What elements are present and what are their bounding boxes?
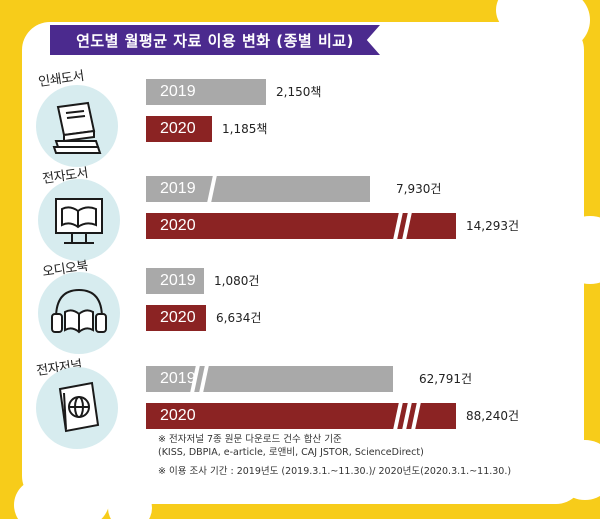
footnotes: ※ 전자저널 7종 원문 다운로드 건수 합산 기준 (KISS, DBPIA,… <box>158 433 511 478</box>
bar-value-label: 1,185책 <box>222 122 268 136</box>
bar-year-label: 2020 <box>160 120 196 137</box>
bar-value-label: 14,293건 <box>466 219 520 233</box>
bar-year-label: 2019 <box>160 272 196 289</box>
bar-year-label: 2020 <box>160 217 196 234</box>
bar-value-label: 6,634건 <box>216 311 262 325</box>
journal-globe-icon <box>58 381 100 433</box>
bar-value-label: 1,080건 <box>214 274 260 288</box>
chart-title: 연도별 월평균 자료 이용 변화 (종별 비교) <box>50 25 380 55</box>
footnote-survey-period: ※ 이용 조사 기간 : 2019년도 (2019.3.1.~11.30.)/ … <box>158 466 512 477</box>
bar-value-label: 7,930건 <box>396 182 442 196</box>
bar-year-label: 2020 <box>160 407 196 424</box>
bar-print-books-2020 <box>146 116 212 142</box>
headphones-book-icon <box>51 288 107 334</box>
audiobooks-icon-circle <box>38 272 120 354</box>
print-books-icon-circle <box>36 85 118 167</box>
bar-ejournals-2019 <box>146 366 393 392</box>
footnote-ejournal-basis: ※ 전자저널 7종 원문 다운로드 건수 합산 기준 <box>158 434 342 445</box>
bar-audiobooks-2019 <box>146 268 204 294</box>
bar-value-label: 88,240건 <box>466 409 520 423</box>
bar-year-label: 2019 <box>160 180 196 197</box>
bar-year-label: 2019 <box>160 83 196 100</box>
bar-year-label: 2019 <box>160 370 196 387</box>
bar-ebooks-2019 <box>146 176 370 202</box>
book-stack-icon <box>52 101 102 154</box>
bar-print-books-2019 <box>146 79 266 105</box>
ebook-monitor-icon <box>55 198 103 244</box>
bar-value-label: 2,150책 <box>276 85 322 99</box>
ejournals-icon-circle <box>36 367 118 449</box>
bar-year-label: 2020 <box>160 309 196 326</box>
footnote-ejournal-sources: (KISS, DBPIA, e-article, 로앤비, CAJ JSTOR,… <box>158 447 424 458</box>
bar-audiobooks-2020 <box>146 305 206 331</box>
ebooks-icon-circle <box>38 179 120 261</box>
bar-value-label: 62,791건 <box>419 372 473 386</box>
